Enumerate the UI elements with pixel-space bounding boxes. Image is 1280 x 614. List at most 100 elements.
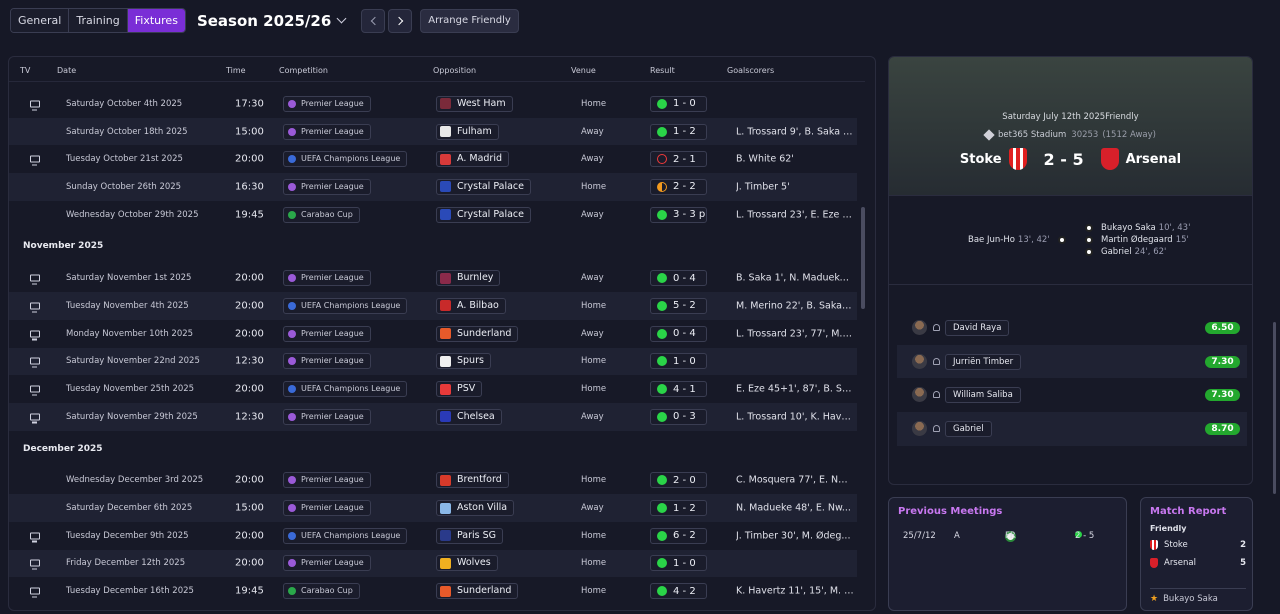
result-chip[interactable]: 1 - 2	[650, 500, 707, 517]
player-name[interactable]: Jurriën Timber	[945, 353, 1022, 370]
player-row[interactable]: William Saliba 7.30	[897, 378, 1247, 412]
table-row[interactable]: Wednesday October 29th 2025 19:45 Carabao …	[9, 201, 857, 229]
player-row[interactable]: Gabriel 8.70	[897, 412, 1247, 446]
opposition-chip[interactable]: Fulham	[436, 123, 499, 140]
competition-chip[interactable]: Premier League	[283, 270, 371, 287]
opposition-chip[interactable]: Sunderland	[436, 325, 519, 342]
table-row[interactable]: Saturday November 22nd 2025 12:30 Premier …	[9, 347, 857, 376]
away-team[interactable]: Arsenal	[1125, 151, 1182, 167]
table-row[interactable]: Tuesday December 16th 2025 19:45 Carabao C…	[9, 577, 857, 605]
result-chip[interactable]: 1 - 2	[650, 123, 707, 140]
header-goalscorers[interactable]: Goalscorers	[727, 66, 775, 75]
competition-chip[interactable]: Premier League	[283, 408, 371, 425]
previous-meetings-title[interactable]: Previous Meetings	[898, 506, 1003, 517]
home-goal[interactable]: Bae Jun-Ho 13', 42'	[968, 235, 1066, 245]
result-chip[interactable]: 0 - 4	[650, 325, 707, 342]
opposition-chip[interactable]: Chelsea	[436, 408, 502, 425]
competition-chip[interactable]: Premier League	[283, 353, 371, 370]
header-time[interactable]: Time	[226, 66, 246, 75]
competition-chip[interactable]: Premier League	[283, 500, 371, 517]
result-chip[interactable]: 4 - 2	[650, 583, 707, 600]
tab-general[interactable]: General	[11, 9, 70, 32]
table-row[interactable]: Friday December 12th 2025 20:00 Premier Le…	[9, 549, 857, 578]
table-row[interactable]: Saturday October 4th 2025 17:30 Premier Le…	[9, 90, 857, 118]
goalscorers: L. Trossard 9', B. Saka 5...	[736, 126, 854, 138]
opposition-chip[interactable]: Spurs	[436, 353, 491, 370]
opposition-chip[interactable]: Wolves	[436, 555, 498, 572]
player-of-match[interactable]: ★ Bukayo Saka	[1150, 588, 1246, 604]
result-chip[interactable]: 0 - 3	[650, 408, 707, 425]
table-row[interactable]: Saturday November 29th 2025 12:30 Premier …	[9, 402, 857, 431]
opposition-chip[interactable]: Sunderland	[436, 583, 519, 600]
table-row[interactable]: Saturday November 1st 2025 20:00 Premier L…	[9, 264, 857, 292]
competition-chip[interactable]: Premier League	[283, 472, 371, 489]
tab-training[interactable]: Training	[69, 9, 128, 32]
result-chip[interactable]: 4 - 1	[650, 381, 707, 398]
result-chip[interactable]: 6 - 2	[650, 527, 707, 544]
competition-chip[interactable]: Premier League	[283, 123, 371, 140]
table-row[interactable]: Tuesday November 4th 2025 20:00 UEFA Champ…	[9, 292, 857, 320]
season-selector[interactable]: Season 2025/26	[197, 12, 347, 30]
header-opposition[interactable]: Opposition	[433, 66, 477, 75]
table-row[interactable]: Monday November 10th 2025 20:00 Premier Le…	[9, 320, 857, 348]
result-chip[interactable]: 1 - 0	[650, 95, 707, 112]
header-venue[interactable]: Venue	[571, 66, 596, 75]
table-row[interactable]: Tuesday October 21st 2025 20:00 UEFA Champ…	[9, 145, 857, 173]
match-report-title[interactable]: Match Report	[1150, 506, 1227, 517]
header-tv[interactable]: TV	[20, 66, 31, 75]
result-chip[interactable]: 2 - 1	[650, 151, 707, 168]
tv-icon	[30, 155, 40, 166]
result-chip[interactable]: 2 - 0	[650, 472, 707, 489]
table-row[interactable]: Sunday October 26th 2025 16:30 Premier Lea…	[9, 173, 857, 201]
table-row[interactable]: Saturday October 18th 2025 15:00 Premier L…	[9, 117, 857, 146]
competition-chip[interactable]: Carabao Cup	[283, 583, 360, 600]
opposition-chip[interactable]: A. Madrid	[436, 151, 509, 168]
result-chip[interactable]: 0 - 4	[650, 270, 707, 287]
competition-chip[interactable]: UEFA Champions League	[283, 527, 408, 544]
away-goal[interactable]: Martin Ødegaard 15'	[1085, 235, 1189, 245]
result-chip[interactable]: 5 - 2	[650, 297, 707, 314]
competition-chip[interactable]: UEFA Champions League	[283, 151, 408, 168]
header-date[interactable]: Date	[57, 66, 77, 75]
result-chip[interactable]: 2 - 2	[650, 178, 707, 195]
table-row[interactable]: Tuesday December 9th 2025 20:00 UEFA Champ…	[9, 522, 857, 550]
opposition-chip[interactable]: West Ham	[436, 95, 513, 112]
away-goal[interactable]: Gabriel 24', 62'	[1085, 247, 1166, 257]
competition-chip[interactable]: Carabao Cup	[283, 206, 360, 223]
header-result[interactable]: Result	[650, 66, 675, 75]
result-chip[interactable]: 3 - 3 p	[650, 206, 707, 223]
table-row[interactable]: Wednesday December 3rd 2025 20:00 Premier …	[9, 467, 857, 495]
player-row[interactable]: David Raya 6.50	[897, 311, 1247, 345]
arrange-friendly-button[interactable]: Arrange Friendly	[420, 8, 519, 33]
header-competition[interactable]: Competition	[279, 66, 328, 75]
competition-chip[interactable]: Premier League	[283, 95, 371, 112]
result-chip[interactable]: 1 - 0	[650, 353, 707, 370]
opposition-chip[interactable]: PSV	[436, 381, 483, 398]
previous-button[interactable]	[361, 8, 386, 33]
opposition-chip[interactable]: Brentford	[436, 472, 509, 489]
opposition-chip[interactable]: Crystal Palace	[436, 206, 531, 223]
opposition-chip[interactable]: A. Bilbao	[436, 297, 506, 314]
competition-chip[interactable]: UEFA Champions League	[283, 381, 408, 398]
competition-chip[interactable]: UEFA Champions League	[283, 297, 408, 314]
next-button[interactable]	[388, 8, 413, 33]
player-name[interactable]: Gabriel	[945, 421, 992, 438]
player-name[interactable]: William Saliba	[945, 387, 1021, 404]
table-row[interactable]: Saturday December 6th 2025 15:00 Premier L…	[9, 494, 857, 522]
table-scrollbar[interactable]	[861, 207, 865, 309]
competition-chip[interactable]: Premier League	[283, 325, 371, 342]
opposition-chip[interactable]: Crystal Palace	[436, 178, 531, 195]
competition-chip[interactable]: Premier League	[283, 555, 371, 572]
opposition-chip[interactable]: Burnley	[436, 270, 501, 287]
opposition-chip[interactable]: Aston Villa	[436, 500, 515, 517]
table-row[interactable]: Tuesday November 25th 2025 20:00 UEFA Cham…	[9, 375, 857, 403]
player-row[interactable]: Jurriën Timber 7.30	[897, 344, 1247, 379]
competition-chip[interactable]: Premier League	[283, 178, 371, 195]
opposition-chip[interactable]: Paris SG	[436, 527, 504, 544]
panel-scrollbar[interactable]	[1273, 322, 1276, 494]
result-chip[interactable]: 1 - 0	[650, 555, 707, 572]
tab-fixtures[interactable]: Fixtures	[127, 9, 185, 32]
away-goal[interactable]: Bukayo Saka 10', 43'	[1085, 223, 1190, 233]
home-team[interactable]: Stoke	[959, 151, 1002, 167]
player-name[interactable]: David Raya	[945, 320, 1010, 336]
